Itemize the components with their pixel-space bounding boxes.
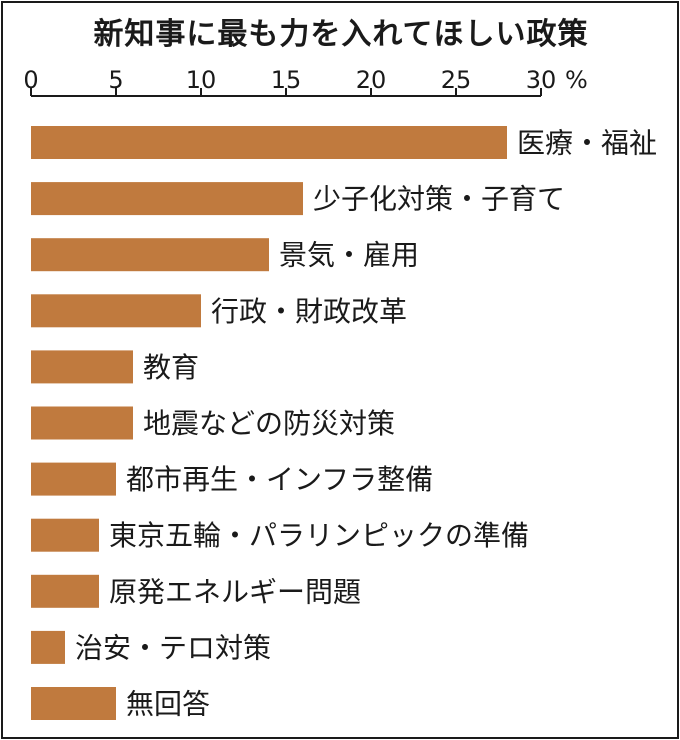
category-label: 医療・福祉 (517, 127, 657, 160)
category-label: 地震などの防災対策 (143, 407, 395, 440)
bar-7 (31, 518, 99, 552)
bar-10 (31, 687, 116, 720)
bar-1 (31, 182, 303, 216)
x-tick-label: 30 (526, 66, 557, 94)
bar-9 (31, 630, 65, 664)
category-label: 少子化対策・子育て (313, 183, 565, 216)
bar-8 (31, 574, 99, 608)
x-tick-label: 5 (108, 66, 123, 94)
x-tick-label: 20 (356, 66, 387, 94)
x-tick-label: 15 (271, 66, 302, 94)
bar-5 (31, 406, 133, 440)
category-label: 治安・テロ対策 (75, 631, 271, 664)
category-label: 行政・財政改革 (211, 295, 407, 328)
bar-4 (31, 350, 133, 384)
bar-3 (31, 294, 201, 328)
x-tick-label: 25 (441, 66, 472, 94)
category-label: 東京五輪・パラリンピックの準備 (109, 519, 529, 552)
category-label: 無回答 (126, 688, 210, 721)
category-label: 都市再生・インフラ整備 (126, 463, 433, 496)
unit-label: % (565, 66, 588, 94)
category-label: 原発エネルギー問題 (109, 575, 361, 608)
category-label: 景気・雇用 (279, 239, 419, 272)
bar-0 (31, 126, 507, 159)
x-tick-label: 10 (186, 66, 217, 94)
bar-6 (31, 462, 116, 496)
chart-title: 新知事に最も力を入れてほしい政策 (93, 17, 589, 52)
bar-2 (31, 238, 269, 272)
x-tick-label: 0 (23, 66, 38, 94)
category-label: 教育 (143, 351, 199, 384)
